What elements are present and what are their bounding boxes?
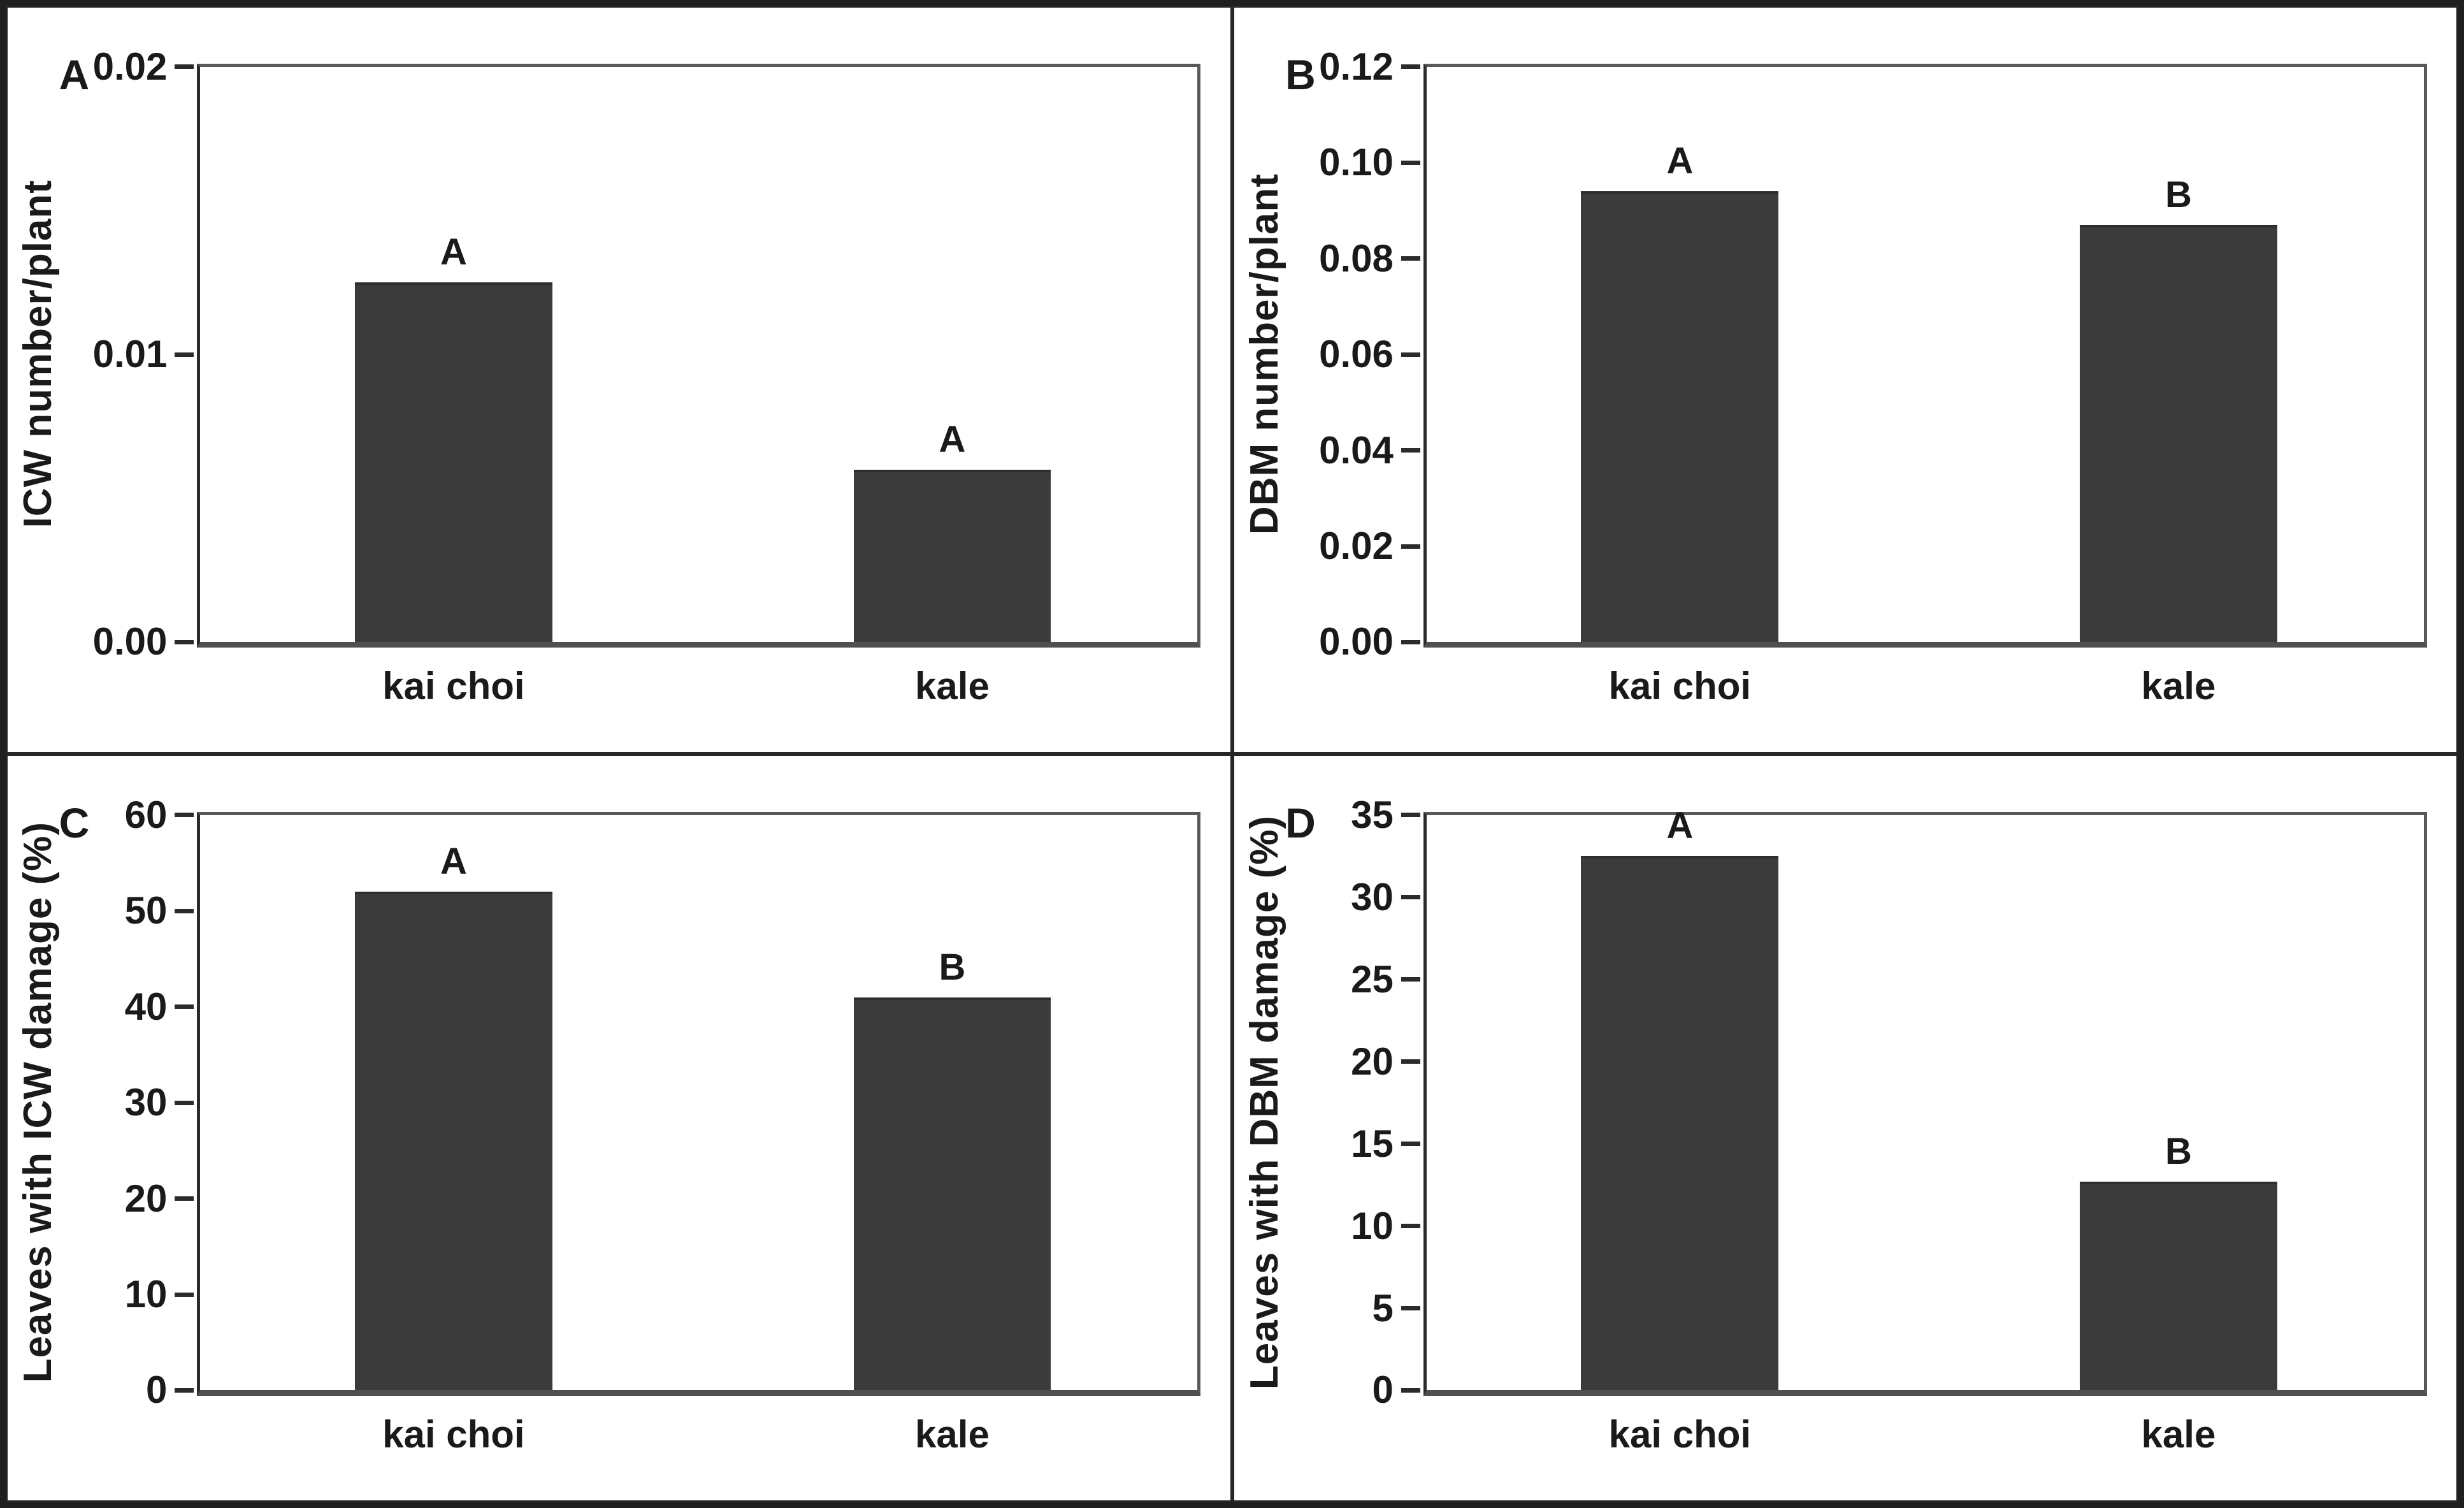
y-axis-tick-label: 10 [124, 1273, 168, 1316]
category-label-kale: kale [915, 665, 990, 708]
y-axis-tick [175, 1388, 194, 1393]
y-axis-tick [175, 639, 194, 644]
significance-letter-kai-choi: A [1666, 140, 1694, 182]
y-axis-tick-label: 0.06 [1319, 333, 1394, 376]
y-axis-label-wrap: ICW number/plant [16, 64, 61, 644]
category-label-kai-choi: kai choi [382, 1413, 525, 1456]
y-axis-label: ICW number/plant [16, 179, 61, 528]
y-axis-tick [1401, 1224, 1420, 1229]
y-axis-tick [175, 908, 194, 913]
y-axis-label: Leaves with DBM damage (%) [1242, 815, 1286, 1389]
significance-letter-kale: B [2165, 1130, 2192, 1172]
y-axis-tick [1401, 544, 1420, 549]
y-axis-tick [175, 813, 194, 818]
y-axis-tick [1401, 1388, 1420, 1393]
y-axis-tick [175, 1100, 194, 1105]
category-label-kale: kale [915, 1413, 990, 1456]
y-axis-tick [1401, 160, 1420, 165]
panel-letter-b: B [1285, 51, 1316, 99]
y-axis-tick [1401, 1142, 1420, 1147]
y-axis-label: DBM number/plant [1242, 173, 1286, 535]
y-axis-tick-label: 15 [1351, 1122, 1394, 1165]
chart-panel-d: D Leaves with DBM damage (%) 0 5 10 15 20 25 3… [1232, 754, 2458, 1502]
significance-letter-kai-choi: A [440, 840, 467, 882]
y-axis-tick [175, 352, 194, 357]
y-axis-tick-label: 0.01 [92, 333, 168, 376]
y-axis-tick [175, 1004, 194, 1010]
y-axis-label-wrap: Leaves with ICW damage (%) [16, 812, 61, 1393]
bar-kai-choi [354, 891, 552, 1391]
y-axis-tick [1401, 977, 1420, 982]
y-axis-tick-label: 0.08 [1319, 236, 1394, 280]
bar-kale [853, 469, 1051, 642]
y-axis-tick-label: 5 [1372, 1286, 1394, 1330]
category-label-kai-choi: kai choi [1608, 665, 1752, 708]
y-axis-tick-label: 0.02 [92, 45, 168, 88]
y-axis-tick-label: 0.12 [1319, 45, 1394, 88]
y-axis-tick-label: 0.02 [1319, 525, 1394, 568]
significance-letter-kai-choi: A [1666, 805, 1694, 847]
bar-kale [2080, 224, 2277, 642]
y-axis-tick [1401, 639, 1420, 644]
y-axis-label: Leaves with ICW damage (%) [16, 821, 61, 1383]
panel-letter-d: D [1285, 799, 1316, 847]
significance-letter-kale: A [939, 418, 966, 460]
panel-letter-c: C [59, 799, 90, 847]
y-axis-tick-label: 20 [124, 1177, 168, 1220]
bar-kai-choi [1581, 856, 1779, 1391]
significance-letter-kai-choi: A [440, 231, 467, 273]
bar-kale [2080, 1181, 2277, 1391]
y-axis-tick-label: 30 [124, 1081, 168, 1124]
category-label-kai-choi: kai choi [382, 665, 525, 708]
y-axis-tick [1401, 64, 1420, 69]
y-axis-tick-label: 0.10 [1319, 141, 1394, 184]
y-axis-tick [175, 1292, 194, 1297]
y-axis-label-wrap: DBM number/plant [1242, 64, 1286, 644]
y-axis-tick-label: 60 [124, 793, 168, 836]
category-label-kai-choi: kai choi [1608, 1413, 1752, 1456]
y-axis-tick [1401, 813, 1420, 818]
y-axis-tick [1401, 895, 1420, 900]
y-axis-tick-label: 25 [1351, 957, 1394, 1001]
bar-kai-choi [1581, 191, 1779, 642]
y-axis-tick-label: 35 [1351, 793, 1394, 836]
y-axis-tick-label: 50 [124, 889, 168, 932]
category-label-kale: kale [2141, 665, 2216, 708]
y-axis-tick [1401, 1306, 1420, 1311]
y-axis-tick-label: 0 [145, 1368, 168, 1412]
chart-panel-c: C Leaves with ICW damage (%) 0 10 20 30 40 50… [6, 754, 1232, 1502]
y-axis-tick-label: 40 [124, 985, 168, 1028]
y-axis-tick-label: 0.00 [1319, 620, 1394, 663]
y-axis-tick [1401, 256, 1420, 261]
y-axis-tick-label: 0.04 [1319, 428, 1394, 472]
category-label-kale: kale [2141, 1413, 2216, 1456]
y-axis-tick-label: 10 [1351, 1204, 1394, 1247]
panel-letter-a: A [59, 51, 90, 99]
y-axis-label-wrap: Leaves with DBM damage (%) [1242, 812, 1286, 1393]
y-axis-tick [1401, 352, 1420, 357]
y-axis-tick-label: 0.00 [92, 620, 168, 663]
y-axis-tick-label: 20 [1351, 1040, 1394, 1083]
significance-letter-kale: B [2165, 173, 2192, 215]
bar-kale [853, 997, 1051, 1391]
y-axis-tick-label: 30 [1351, 875, 1394, 918]
bar-kai-choi [354, 282, 552, 642]
y-axis-tick [175, 1196, 194, 1201]
significance-letter-kale: B [939, 946, 966, 988]
y-axis-tick [1401, 448, 1420, 453]
chart-panel-b: B DBM number/plant 0.00 0.02 0.04 0.06 0.08 0… [1232, 6, 2458, 754]
y-axis-tick [175, 64, 194, 69]
y-axis-tick-label: 0 [1372, 1368, 1394, 1412]
y-axis-tick [1401, 1059, 1420, 1064]
